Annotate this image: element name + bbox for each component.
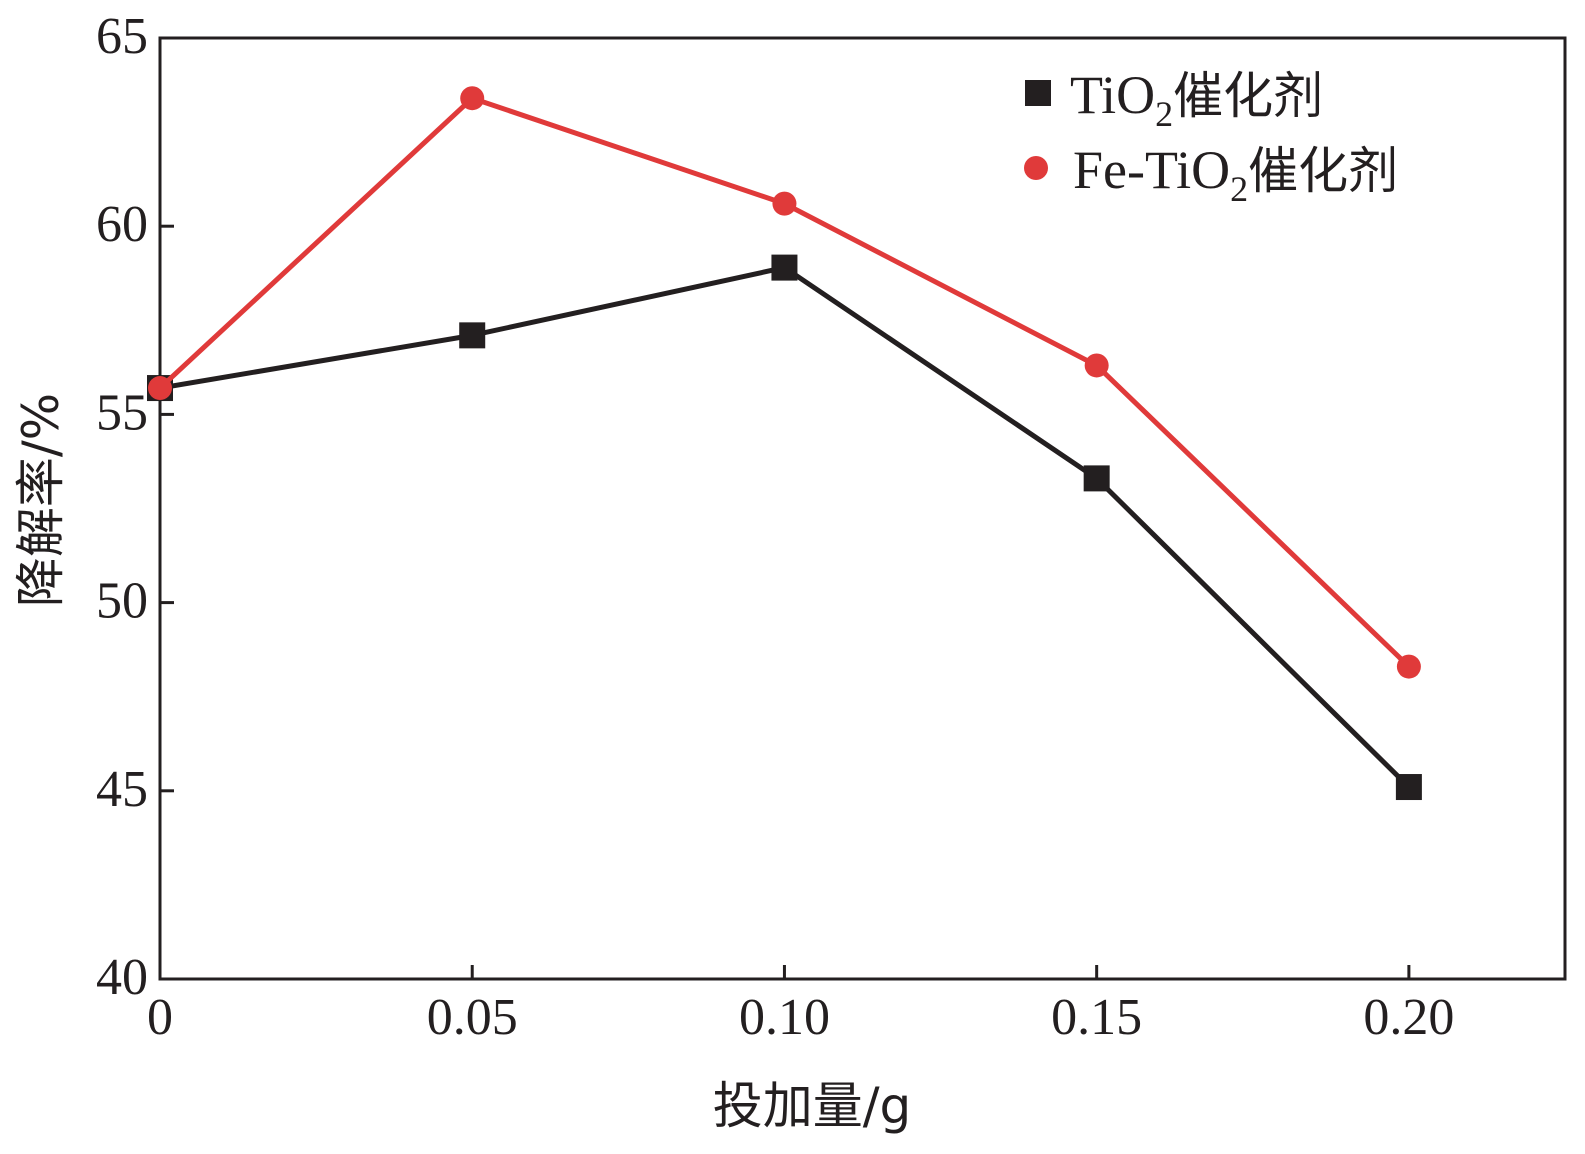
x-tick-label: 0.20 [1363,989,1454,1046]
x-tick-label: 0.15 [1051,989,1142,1046]
data-point-circle [1396,654,1421,679]
legend-label-suffix: 催化剂 [1248,142,1398,200]
data-point-square [1083,465,1110,492]
series-line-0 [159,265,1411,789]
y-tick-label: 65 [96,8,148,65]
y-tick-label: 60 [96,196,148,253]
plot-frame [158,36,1567,981]
x-tick-label: 0 [147,989,173,1046]
legend-label-tio2: TiO2催化剂 [1070,65,1323,134]
y-axis-ticks: 40 45 50 55 60 65 [96,8,174,1006]
legend-label-sub: 2 [1230,169,1248,209]
data-point-circle [460,86,485,111]
legend-square-marker [1025,80,1051,106]
legend-label-sub: 2 [1155,94,1173,134]
legend-entry-fe-tio2: Fe-TiO2催化剂 [1024,140,1398,209]
legend-circle-marker [1024,156,1048,180]
x-axis-label: 投加量/g [713,1077,912,1135]
x-tick-label: 0.05 [427,989,518,1046]
data-point-circle [148,376,172,401]
legend-label-suffix: 催化剂 [1173,67,1323,125]
x-tick-label: 0.10 [739,989,830,1046]
y-tick-label: 55 [96,384,148,441]
legend-label-fe-tio2: Fe-TiO2催化剂 [1073,140,1398,209]
data-point-circle [772,191,797,216]
data-point-square [459,322,486,349]
y-axis-label: 降解率/% [12,393,70,607]
y-tick-label: 50 [96,573,148,630]
data-point-square [1395,774,1422,801]
legend: TiO2催化剂 Fe-TiO2催化剂 [1024,65,1398,209]
legend-label-main: Fe-TiO [1073,140,1230,200]
legend-entry-tio2: TiO2催化剂 [1025,65,1323,134]
data-point-circle [1084,353,1109,378]
series-layer [147,86,1422,801]
y-tick-label: 45 [96,761,148,818]
data-point-square [771,254,798,281]
y-tick-label: 40 [96,949,148,1006]
legend-label-main: TiO [1070,65,1155,125]
x-axis-ticks: 0 0.05 0.10 0.15 0.20 [147,965,1454,1046]
